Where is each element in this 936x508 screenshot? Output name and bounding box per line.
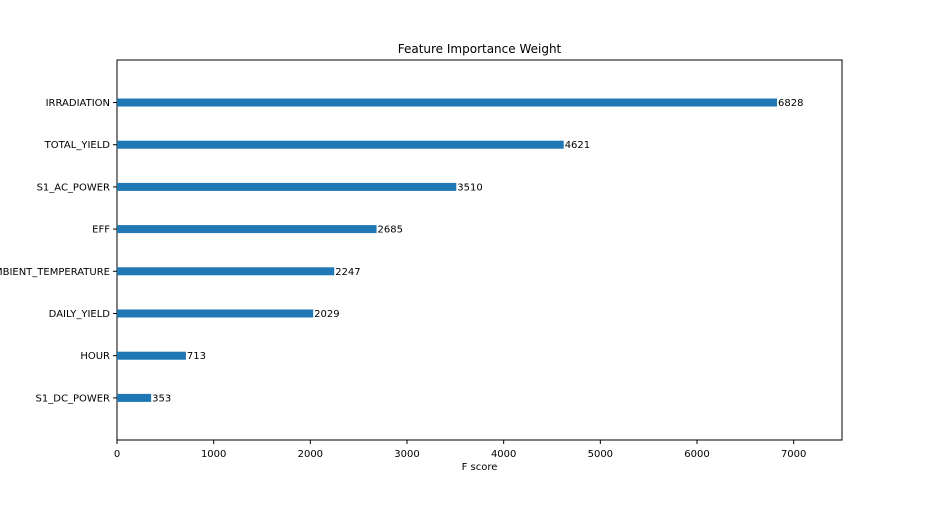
chart-title: Feature Importance Weight [398, 42, 562, 56]
value-label: 4621 [565, 140, 590, 151]
value-label: 353 [152, 393, 171, 404]
bar-eff [117, 225, 377, 234]
x-ticks-group: 0 1000 2000 3000 4000 5000 6000 7000 [114, 440, 806, 460]
value-label: 6828 [778, 98, 803, 109]
bar-s1-dc-power [117, 393, 152, 402]
value-label: 2685 [378, 225, 403, 236]
category-labels-group: IRRADIATION TOTAL_YIELD S1_AC_POWER EFF AMBI… [0, 98, 117, 404]
x-tick-label: 3000 [394, 449, 419, 460]
value-label: 3510 [457, 182, 482, 193]
category-label: S1_DC_POWER [36, 393, 111, 404]
plot-area [116, 59, 843, 441]
bar-hour [117, 351, 186, 360]
bar-s1-ac-power [117, 182, 457, 191]
category-label: EFF [92, 225, 110, 236]
value-labels-group: 6828 4621 3510 2685 2247 2029 713 353 [152, 98, 803, 404]
category-label: AMBIENT_TEMPERATURE [0, 267, 110, 278]
value-label: 713 [187, 351, 206, 362]
x-tick-label: 5000 [588, 449, 613, 460]
category-label: IRRADIATION [46, 98, 110, 109]
category-label: S1_AC_POWER [37, 182, 110, 193]
value-label: 2247 [335, 267, 360, 278]
x-tick-label: 4000 [491, 449, 516, 460]
bars-group [117, 98, 778, 402]
bar-total-yield [117, 140, 564, 149]
bar-daily-yield [117, 309, 314, 318]
category-label: DAILY_YIELD [49, 309, 111, 320]
x-tick-label: 6000 [684, 449, 709, 460]
category-label: TOTAL_YIELD [44, 140, 111, 151]
bar-irradiation [117, 98, 778, 107]
x-tick-label: 7000 [781, 449, 806, 460]
x-axis-label: F score [462, 462, 498, 473]
category-label: HOUR [80, 351, 110, 362]
value-label: 2029 [314, 309, 339, 320]
x-tick-label: 2000 [298, 449, 323, 460]
x-tick-label: 1000 [201, 449, 226, 460]
x-tick-label: 0 [114, 449, 120, 460]
bar-ambient-temperature [117, 267, 335, 276]
